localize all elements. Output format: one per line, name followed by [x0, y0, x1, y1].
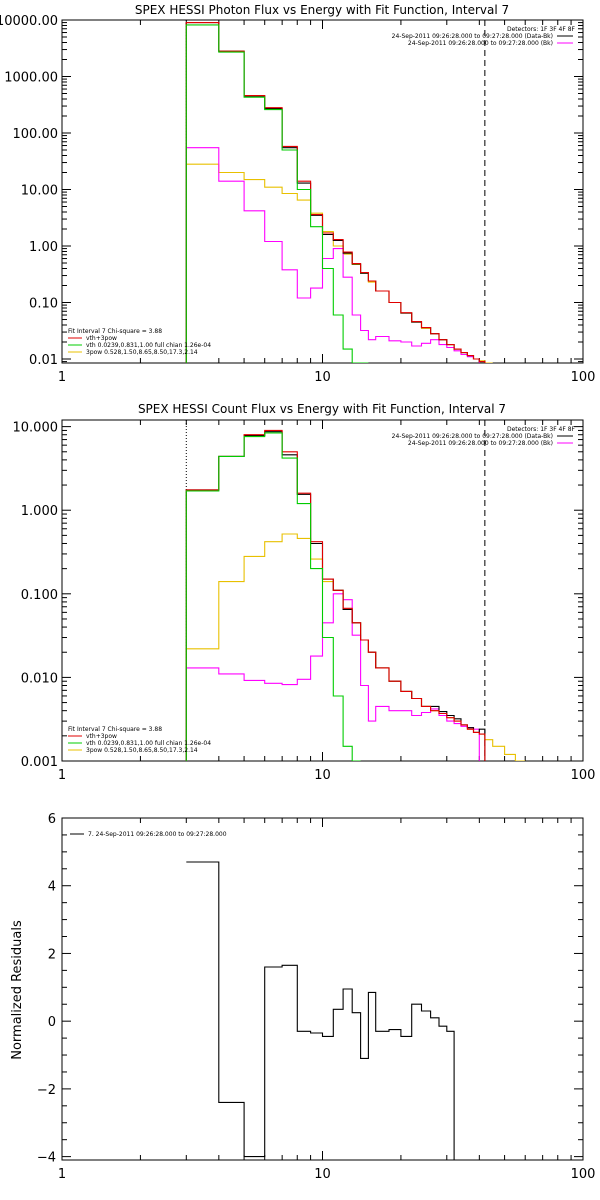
x-tick-label: 1 — [58, 370, 66, 385]
y-tick-label: 4 — [48, 880, 56, 895]
legend-bottom-entry: vth+3pow — [86, 335, 117, 342]
legend-bottom-entry: vth 0.0239,0.831,1.00 full chian 1.26e-0… — [86, 740, 211, 747]
plot-frame — [61, 19, 584, 364]
y-tick-label: 10.000 — [13, 421, 59, 436]
series-line-0 — [186, 861, 455, 1160]
legend-top-entry: 24-Sep-2011 09:26:28.000 to 09:27:28.000… — [392, 433, 553, 440]
legend-top-title: Detectors: 1F 3F 4F 8F — [507, 426, 576, 433]
x-tick-label: 10 — [314, 1167, 331, 1182]
x-tick-label: 100 — [571, 1167, 596, 1182]
series-line-3 — [185, 163, 493, 363]
series-line-0 — [185, 431, 486, 761]
residuals-panel: Normalized Residuals 1 10 100 −4 −2 0 2 4 6 7. 24… — [10, 812, 595, 1182]
x-tick-label: 10 — [314, 768, 331, 783]
series-line-0 — [185, 22, 486, 363]
legend-top-entry: 24-Sep-2011 09:26:28.000 to 09:27:28.000… — [408, 440, 553, 447]
y-tick-label: 0.100 — [21, 588, 58, 603]
y-tick-label: −2 — [37, 1083, 56, 1098]
legend-bottom-title: Fit Interval 7 Chi-square = 3.88 — [68, 328, 162, 335]
series-line-3 — [185, 533, 526, 761]
y-tick-label: −4 — [37, 1151, 56, 1166]
legend-bottom-entry: 3pow 0.528,1.50,8.65,8.50,17.3,2.14 — [86, 349, 198, 356]
y-tick-label: 1000.00 — [4, 71, 58, 86]
legend-bottom-entry: vth+3pow — [86, 733, 117, 740]
series-group — [185, 22, 493, 363]
residuals-ylabel: Normalized Residuals — [10, 920, 25, 1060]
y-tick-label: 1.00 — [29, 240, 58, 255]
x-tick-label: 10 — [314, 370, 331, 385]
y-tick-label: 0.01 — [29, 353, 58, 368]
legend-top-entry: 24-Sep-2011 09:26:28.000 to 09:27:28.000… — [408, 40, 553, 47]
series-line-4 — [185, 593, 480, 761]
y-tick-label: 0 — [48, 1015, 56, 1030]
legend-bottom-entry: 3pow 0.528,1.50,8.65,8.50,17.3,2.14 — [86, 747, 198, 754]
photon-flux-title: SPEX HESSI Photon Flux vs Energy with Fi… — [135, 3, 509, 17]
count-flux-title: SPEX HESSI Count Flux vs Energy with Fit… — [138, 402, 506, 416]
y-tick-label: 6 — [48, 812, 56, 827]
y-tick-label: 10.00 — [21, 184, 58, 199]
legend-entry: 7. 24-Sep-2011 09:26:28.000 to 09:27:28.… — [88, 831, 227, 838]
y-tick-label: 0.10 — [29, 297, 58, 312]
x-tick-label: 1 — [58, 768, 66, 783]
x-tick-label: 100 — [571, 370, 596, 385]
series-line-1 — [185, 22, 486, 363]
legend-top-title: Detectors: 1F 3F 4F 8F — [507, 26, 576, 33]
y-tick-label: 100.00 — [13, 127, 59, 142]
series-line-2 — [185, 432, 361, 761]
plot-frame — [61, 817, 584, 1161]
photon-flux-panel: SPEX HESSI Photon Flux vs Energy with Fi… — [0, 3, 595, 385]
y-tick-label: 0.010 — [21, 671, 58, 686]
x-tick-label: 100 — [571, 768, 596, 783]
count-flux-panel: SPEX HESSI Count Flux vs Energy with Fit… — [13, 402, 596, 783]
x-tick-label: 1 — [58, 1167, 66, 1182]
series-line-4 — [185, 147, 480, 363]
y-tick-label: 10000.00 — [0, 14, 58, 29]
series-line-2 — [185, 24, 369, 363]
y-tick-label: 1.000 — [21, 504, 58, 519]
legend-bottom-title: Fit Interval 7 Chi-square = 3.88 — [68, 726, 162, 733]
y-tick-label: 2 — [48, 947, 56, 962]
legend-top-entry: 24-Sep-2011 09:26:28.000 to 09:27:28.000… — [392, 33, 553, 40]
legend-bottom-entry: vth 0.0239,0.831,1.00 full chian 1.26e-0… — [86, 342, 211, 349]
series-group — [186, 861, 455, 1160]
series-group — [185, 429, 526, 761]
y-tick-label: 0.001 — [21, 755, 58, 770]
